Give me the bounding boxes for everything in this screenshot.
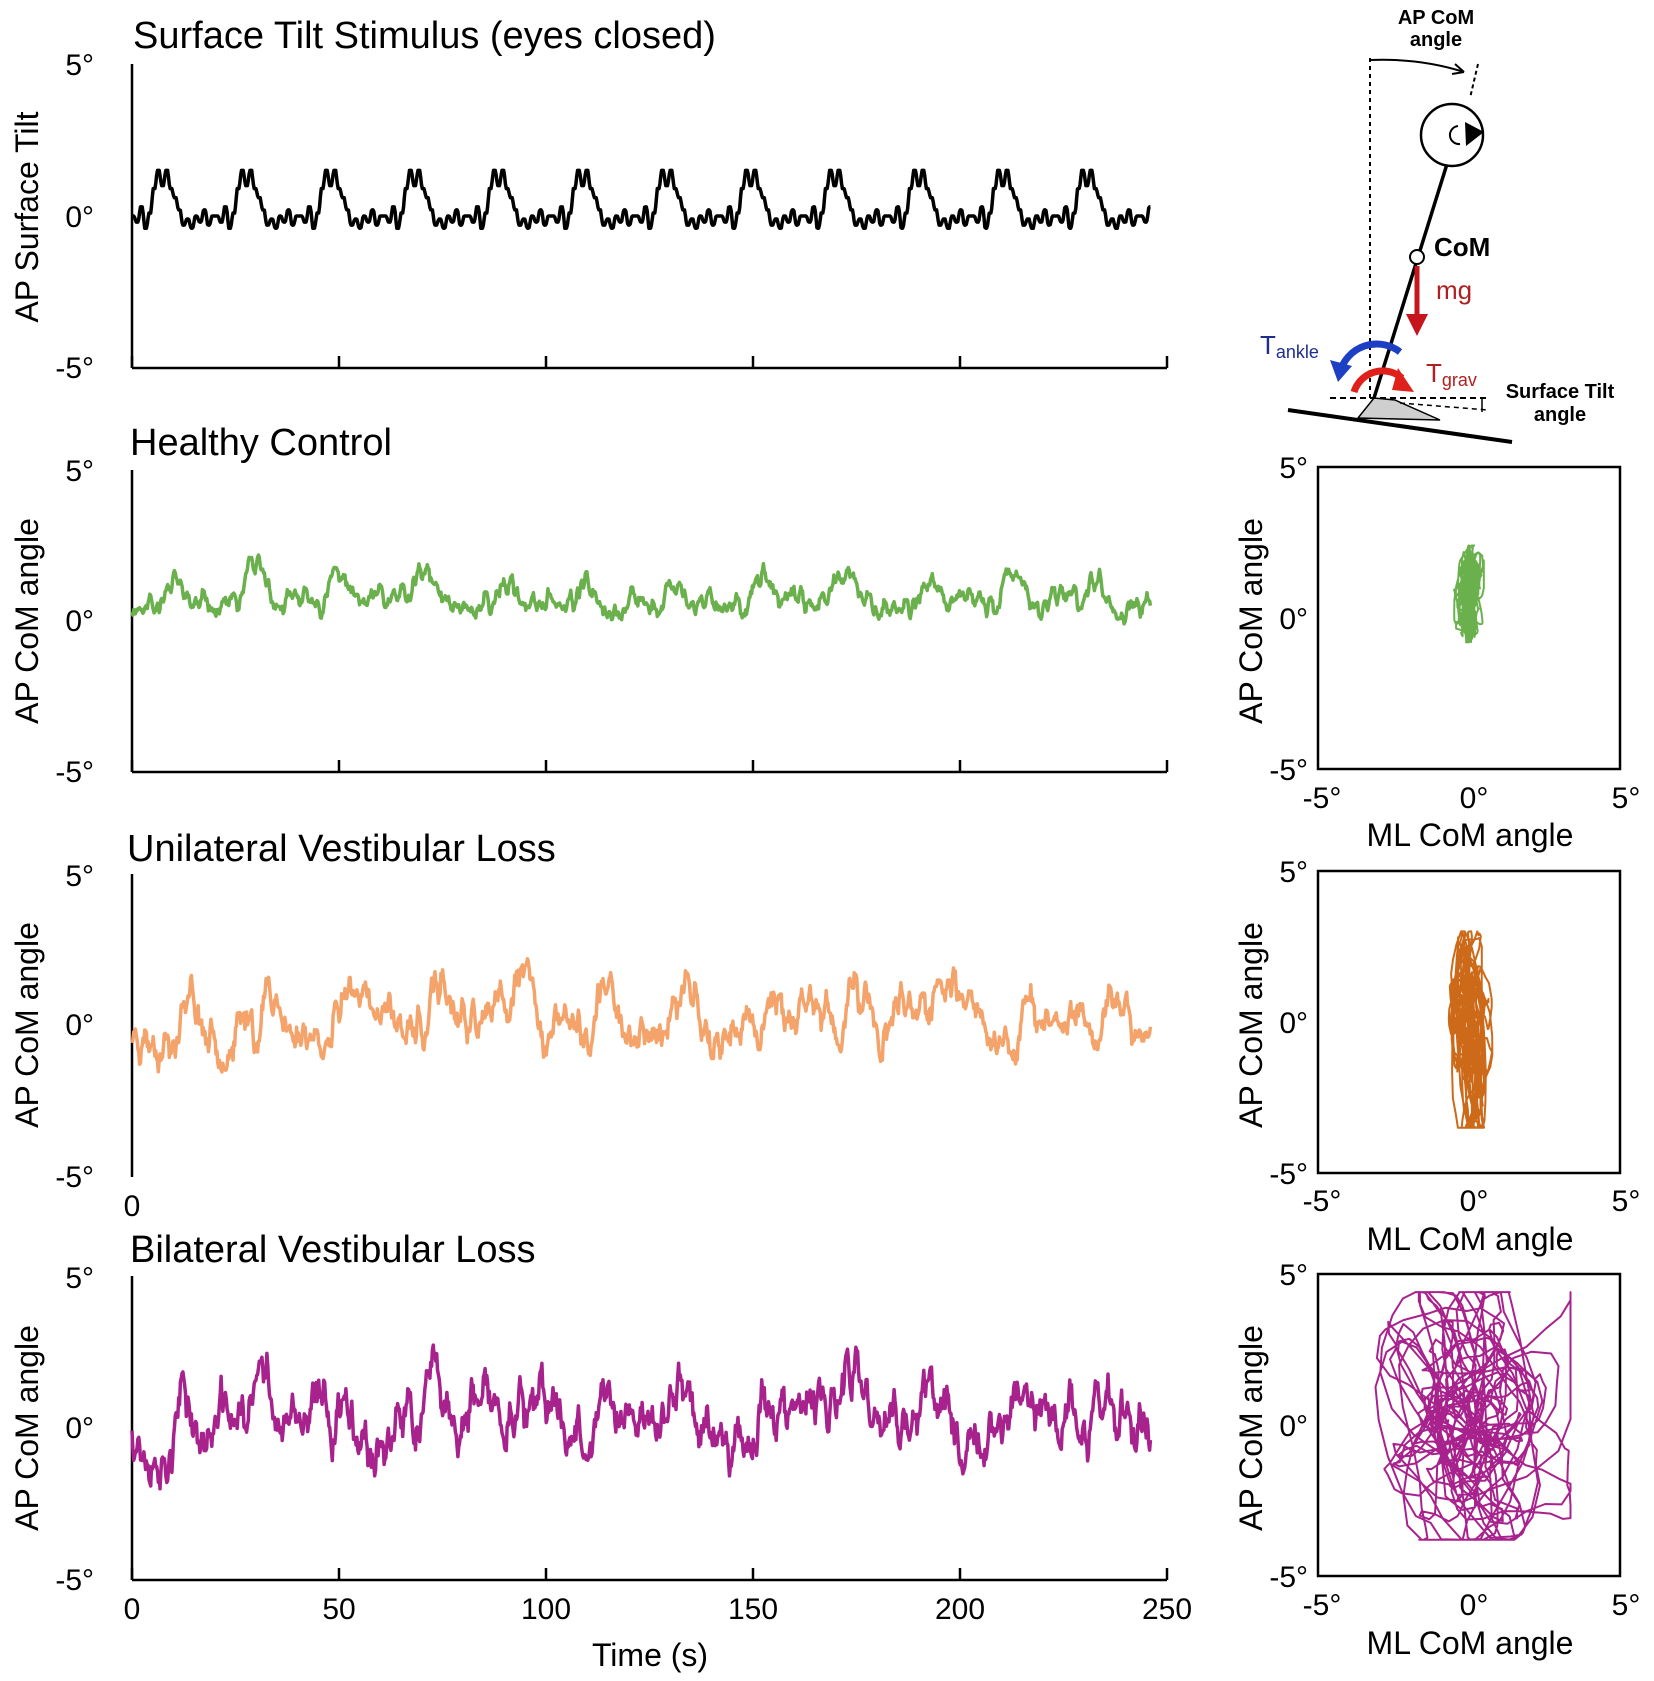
stimulus-title: Surface Tilt Stimulus (eyes closed) (133, 15, 716, 57)
stimulus-x-ticks (130, 356, 1169, 368)
gravity-arrow-head (1406, 314, 1428, 336)
bvl-ylabel: AP CoM angle (9, 1325, 45, 1531)
healthy-series-line (130, 553, 1153, 626)
com-angle-arc (1369, 58, 1465, 73)
bvl-xy-ytick-bottom: -5° (1269, 1561, 1308, 1594)
healthy-ylabel: AP CoM angle (9, 518, 45, 724)
t-ankle-label: Tankle (1260, 330, 1319, 362)
mg-label: mg (1436, 275, 1472, 305)
healthy-xy-ytick-top: 5° (1279, 452, 1308, 485)
healthy-xy-panel: AP CoM angle 5° 0° -5° -5° 0° 5° ML CoM … (1233, 452, 1640, 853)
ear-mark (1449, 125, 1461, 146)
ap-com-angle-label-line2: angle (1410, 29, 1462, 51)
stimulus-ytick-mid: 0° (65, 201, 94, 234)
healthy-xy-xtick-right: 5° (1612, 782, 1641, 815)
com-label: CoM (1434, 232, 1490, 262)
com-angle-dashed-extension (1469, 63, 1479, 99)
bvl-xy-frame (1316, 1272, 1622, 1578)
bvl-xtick-150: 150 (728, 1593, 778, 1626)
uvl-xy-xtick-mid: 0° (1460, 1185, 1489, 1218)
bvl-xy-xlabel: ML CoM angle (1367, 1625, 1574, 1661)
bvl-xtick-250: 250 (1142, 1593, 1192, 1626)
uvl-xy-ytick-bottom: -5° (1269, 1158, 1308, 1191)
nose-marker (1465, 122, 1484, 146)
bvl-ytick-mid: 0° (65, 1412, 94, 1445)
bvl-xy-ytick-top: 5° (1279, 1259, 1308, 1292)
healthy-xy-ytick-bottom: -5° (1269, 754, 1308, 787)
uvl-xy-ytick-mid: 0° (1279, 1007, 1308, 1040)
uvl-xy-ytick-top: 5° (1279, 856, 1308, 889)
bvl-ytick-bottom: -5° (55, 1564, 94, 1597)
bvl-xy-ytick-mid: 0° (1279, 1410, 1308, 1443)
healthy-xy-trajectory (1453, 544, 1485, 644)
healthy-xy-xtick-mid: 0° (1460, 782, 1489, 815)
healthy-title: Healthy Control (130, 422, 392, 464)
bvl-xtick-50: 50 (322, 1593, 355, 1626)
healthy-ytick-top: 5° (65, 455, 94, 488)
uvl-xy-panel: AP CoM angle 5° 0° -5° -5° 0° 5° ML CoM … (1233, 856, 1640, 1257)
bvl-panel: Bilateral Vestibular Loss AP CoM angle 5… (9, 1229, 1192, 1673)
stimulus-ylabel: AP Surface Tilt (9, 111, 45, 322)
uvl-xy-trajectory (1447, 930, 1494, 1129)
healthy-xy-ytick-mid: 0° (1279, 603, 1308, 636)
uvl-title: Unilateral Vestibular Loss (127, 828, 556, 870)
healthy-x-ticks (130, 760, 1169, 772)
stimulus-panel: Surface Tilt Stimulus (eyes closed) AP S… (9, 15, 1169, 385)
healthy-xy-xtick-left: -5° (1303, 782, 1342, 815)
ap-com-angle-label-line1: AP CoM (1398, 7, 1474, 29)
bvl-xtick-200: 200 (935, 1593, 985, 1626)
com-marker (1409, 249, 1425, 265)
uvl-xy-ylabel: AP CoM angle (1233, 922, 1269, 1128)
stimulus-ytick-bottom: -5° (55, 352, 94, 385)
body-segment-line (1372, 147, 1454, 399)
pendulum-diagram: AP CoM angle CoM mg Tankle Tgrav Surface… (1260, 7, 1615, 444)
bvl-xtick-0: 0 (124, 1593, 141, 1626)
bvl-ytick-top: 5° (65, 1262, 94, 1295)
t-grav-label: Tgrav (1426, 358, 1477, 390)
uvl-xtick-zero: 0 (124, 1190, 141, 1223)
head-circle (1419, 102, 1485, 168)
surface-tilt-label-line2: angle (1534, 404, 1586, 426)
uvl-xy-xtick-right: 5° (1612, 1185, 1641, 1218)
uvl-xy-xlabel: ML CoM angle (1367, 1221, 1574, 1257)
foot-shape (1356, 397, 1441, 421)
healthy-ytick-mid: 0° (65, 605, 94, 638)
healthy-xy-frame (1316, 465, 1622, 771)
healthy-ytick-bottom: -5° (55, 756, 94, 789)
healthy-panel: Healthy Control AP CoM angle 5° 0° -5° (9, 422, 1169, 789)
uvl-ylabel: AP CoM angle (9, 922, 45, 1128)
bvl-xy-panel: AP CoM angle 5° 0° -5° -5° 0° 5° ML CoM … (1233, 1259, 1640, 1661)
healthy-xy-ylabel: AP CoM angle (1233, 518, 1269, 724)
tilt-reference-line (1399, 402, 1489, 411)
uvl-xy-frame (1316, 869, 1622, 1175)
grav-torque-arrowhead (1392, 368, 1414, 392)
bvl-title: Bilateral Vestibular Loss (130, 1229, 536, 1271)
uvl-xy-xtick-left: -5° (1303, 1185, 1342, 1218)
bvl-xy-xtick-left: -5° (1303, 1589, 1342, 1622)
healthy-xy-xlabel: ML CoM angle (1367, 817, 1574, 853)
tilted-surface-line (1287, 408, 1513, 444)
bvl-series-line (130, 1343, 1153, 1491)
bvl-xy-trajectory (1374, 1291, 1572, 1541)
uvl-ytick-mid: 0° (65, 1009, 94, 1042)
stimulus-ytick-top: 5° (65, 49, 94, 82)
surface-tilt-label-line1: Surface Tilt (1506, 381, 1615, 403)
bvl-xtick-100: 100 (521, 1593, 571, 1626)
uvl-ytick-bottom: -5° (55, 1161, 94, 1194)
bvl-xy-ylabel: AP CoM angle (1233, 1325, 1269, 1531)
uvl-panel: Unilateral Vestibular Loss AP CoM angle … (9, 828, 1153, 1223)
uvl-series-line (130, 957, 1153, 1074)
bvl-xlabel: Time (s) (592, 1637, 708, 1673)
com-angle-arrowhead (1451, 63, 1465, 75)
bvl-x-ticks (130, 1568, 1169, 1580)
stimulus-series-line (131, 168, 1152, 230)
bvl-xy-xtick-mid: 0° (1460, 1589, 1489, 1622)
ankle-torque-arc (1336, 340, 1403, 374)
uvl-ytick-top: 5° (65, 860, 94, 893)
ankle-torque-arrowhead (1330, 360, 1352, 382)
bvl-xy-xtick-right: 5° (1612, 1589, 1641, 1622)
